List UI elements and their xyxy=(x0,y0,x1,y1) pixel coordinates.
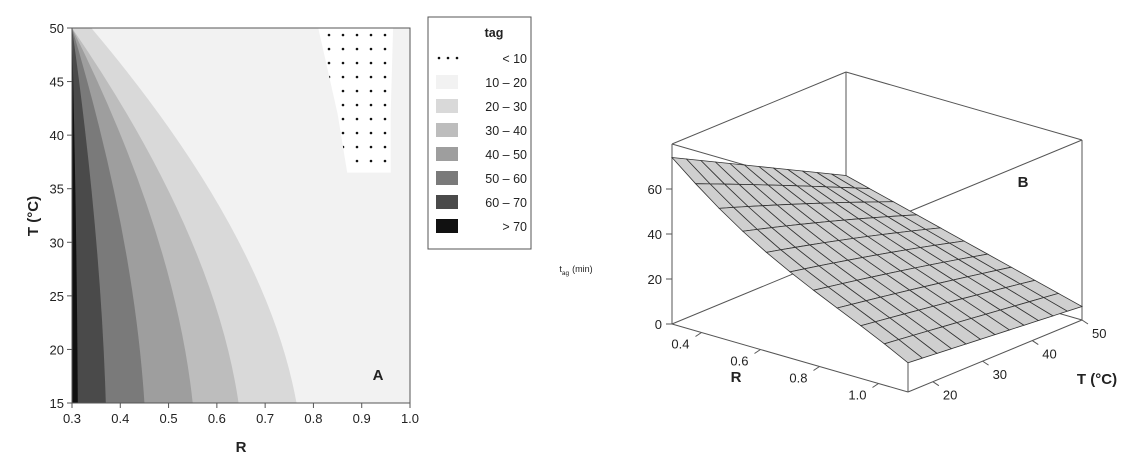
box-edge xyxy=(672,72,846,144)
box-edge xyxy=(908,140,1082,212)
panel-label-b: B xyxy=(1018,174,1029,191)
x-tick-label-b: 0.4 xyxy=(671,337,689,352)
legend-swatch xyxy=(436,219,458,233)
legend-entry-label: 30 – 40 xyxy=(485,124,527,138)
x-tick-mark-b xyxy=(814,367,820,371)
x-tick-label-a: 1.0 xyxy=(401,411,419,426)
contour-plot-panel-a: 0.3 0.4 0.5 0.6 0.7 0.8 0.9 1.0 15 20 25 30 35 40 45 50… xyxy=(25,21,419,456)
z-axis-title-b: tag (min) xyxy=(559,264,592,277)
y-tick-label-b: 40 xyxy=(1042,347,1056,362)
y-axis-title-a: T (°C) xyxy=(25,196,42,236)
y-tick-label-a: 25 xyxy=(50,289,64,304)
legend-entry-label: < 10 xyxy=(502,52,527,66)
y-tick-mark-b xyxy=(1082,320,1088,324)
x-axis-title-b: R xyxy=(731,369,742,386)
y-tick-label-a: 50 xyxy=(50,21,64,36)
z-axis-title-sub: ag xyxy=(562,270,570,277)
x-tick-label-a: 0.3 xyxy=(63,411,81,426)
y-tick-label-a: 30 xyxy=(50,235,64,250)
legend-entry-label: 10 – 20 xyxy=(485,76,527,90)
x-tick-mark-b xyxy=(755,350,761,354)
x-axis-title-a: R xyxy=(236,439,247,456)
y-tick-label-b: 20 xyxy=(943,388,957,403)
x-tick-label-a: 0.6 xyxy=(208,411,226,426)
x-tick-mark-b xyxy=(696,333,702,337)
legend-swatch xyxy=(436,147,458,161)
y-tick-mark-b xyxy=(1032,341,1038,345)
legend-title: tag xyxy=(485,26,504,40)
box-edge xyxy=(846,72,1082,140)
y-tick-label-a: 35 xyxy=(50,182,64,197)
legend-swatch-dot xyxy=(456,57,459,60)
y-tick-label-b: 50 xyxy=(1092,326,1106,341)
x-tick-label-a: 0.5 xyxy=(160,411,178,426)
x-tick-mark-b xyxy=(873,384,879,388)
y-tick-mark-b xyxy=(933,382,939,386)
x-tick-label-a: 0.8 xyxy=(304,411,322,426)
y-tick-mark-b xyxy=(983,361,989,365)
legend-entry-label: 50 – 60 xyxy=(485,172,527,186)
surface-plot-panel-b: 0.4 0.6 0.8 1.0 20 30 40 50 0 20 40 60 tag (min) R T… xyxy=(559,72,1117,403)
x-tick-label-a: 0.4 xyxy=(111,411,129,426)
panel-label-a: A xyxy=(373,367,384,384)
legend-swatch xyxy=(436,171,458,185)
x-tick-label-b: 1.0 xyxy=(848,388,866,403)
legend-swatch-dot xyxy=(447,57,450,60)
y-tick-label-a: 15 xyxy=(50,396,64,411)
legend-swatch xyxy=(436,75,458,89)
z-tick-label-b: 20 xyxy=(648,272,662,287)
z-tick-label-b: 0 xyxy=(655,317,662,332)
y-tick-label-b: 30 xyxy=(993,367,1007,382)
y-tick-label-a: 40 xyxy=(50,128,64,143)
legend-swatch xyxy=(436,123,458,137)
y-tick-label-a: 45 xyxy=(50,75,64,90)
y-tick-label-a: 20 xyxy=(50,342,64,357)
z-tick-label-b: 40 xyxy=(648,227,662,242)
legend-entry-label: 20 – 30 xyxy=(485,100,527,114)
y-axis-title-b: T (°C) xyxy=(1077,371,1117,388)
z-axis-title-unit: (min) xyxy=(572,264,593,274)
legend: tag < 10 10 – 20 20 – 30 30 – 40 40 – 50 50 –… xyxy=(428,17,531,249)
x-tick-label-b: 0.6 xyxy=(730,354,748,369)
x-tick-label-b: 0.8 xyxy=(789,371,807,386)
legend-entry-label: 40 – 50 xyxy=(485,148,527,162)
x-tick-label-a: 0.7 xyxy=(256,411,274,426)
legend-swatch xyxy=(436,99,458,113)
x-tick-label-a: 0.9 xyxy=(353,411,371,426)
z-tick-label-b: 60 xyxy=(648,182,662,197)
legend-entry-label: > 70 xyxy=(502,220,527,234)
legend-entry-label: 60 – 70 xyxy=(485,196,527,210)
legend-swatch xyxy=(436,195,458,209)
legend-swatch-dot xyxy=(438,57,441,60)
